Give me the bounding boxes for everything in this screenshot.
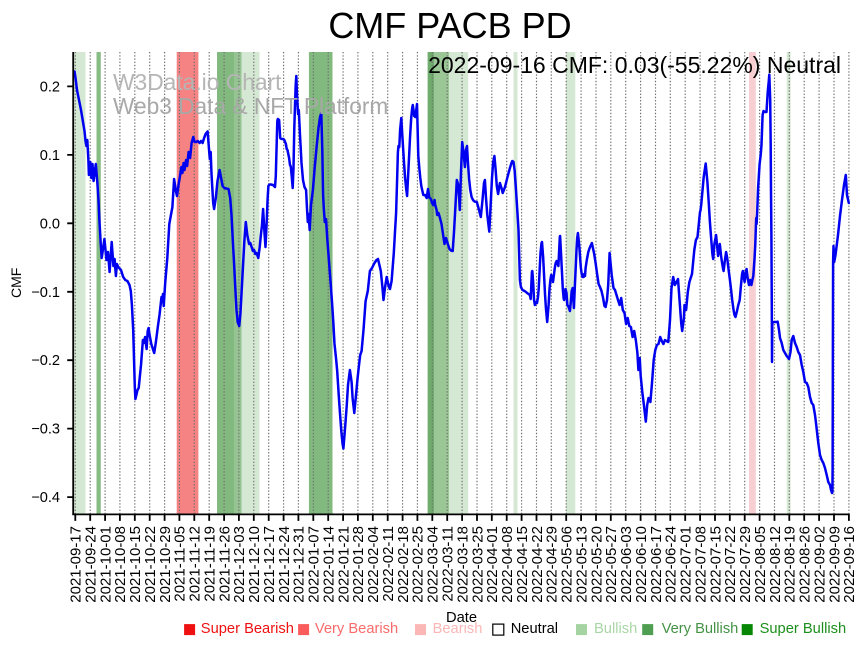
svg-text:2022-01-28: 2022-01-28 [350, 526, 367, 603]
svg-text:2022-06-24: 2022-06-24 [663, 526, 680, 603]
svg-text:2022-05-13: 2022-05-13 [573, 526, 590, 603]
svg-text:2022-03-04: 2022-03-04 [425, 526, 442, 603]
svg-text:2022-08-26: 2022-08-26 [797, 526, 814, 603]
svg-text:2022-02-11: 2022-02-11 [380, 526, 397, 602]
svg-text:2022-06-10: 2022-06-10 [633, 526, 650, 603]
svg-text:0.2: 0.2 [40, 79, 60, 95]
svg-text:2022-01-14: 2022-01-14 [321, 526, 338, 603]
svg-text:2022-05-27: 2022-05-27 [603, 526, 620, 603]
svg-text:2021-12-10: 2021-12-10 [246, 526, 263, 603]
svg-text:0.1: 0.1 [40, 148, 60, 164]
svg-text:2022-01-07: 2022-01-07 [306, 526, 323, 603]
svg-text:2022-09-02: 2022-09-02 [811, 526, 828, 603]
svg-text:2022-06-17: 2022-06-17 [648, 526, 665, 603]
svg-text:2021-12-31: 2021-12-31 [291, 526, 308, 603]
svg-text:2022-08-05: 2022-08-05 [752, 526, 769, 603]
svg-text:Date: Date [446, 610, 477, 626]
svg-text:Very Bullish: Very Bullish [662, 621, 739, 637]
svg-text:2022-08-12: 2022-08-12 [767, 526, 784, 603]
svg-text:Super Bearish: Super Bearish [201, 621, 294, 637]
svg-text:2021-12-03: 2021-12-03 [231, 526, 248, 603]
svg-text:2021-12-17: 2021-12-17 [261, 526, 278, 603]
svg-text:W3Data.io Chart: W3Data.io Chart [113, 69, 282, 95]
svg-text:2022-03-18: 2022-03-18 [454, 526, 471, 603]
svg-text:2022-09-16: 2022-09-16 [841, 526, 858, 603]
svg-text:−0.1: −0.1 [31, 285, 60, 301]
svg-text:2022-04-08: 2022-04-08 [499, 526, 516, 603]
svg-text:−0.2: −0.2 [31, 353, 60, 369]
svg-text:Bearish: Bearish [433, 621, 483, 637]
svg-text:2022-05-20: 2022-05-20 [588, 526, 605, 603]
svg-text:2022-07-29: 2022-07-29 [737, 526, 754, 603]
svg-text:0.0: 0.0 [40, 216, 60, 232]
svg-text:2022-07-01: 2022-07-01 [678, 526, 695, 603]
svg-text:−0.4: −0.4 [31, 490, 60, 506]
svg-text:2021-11-12: 2021-11-12 [187, 526, 204, 602]
svg-text:2021-09-17: 2021-09-17 [68, 526, 85, 603]
svg-text:2021-10-08: 2021-10-08 [112, 526, 129, 603]
svg-text:2021-10-22: 2021-10-22 [142, 526, 159, 603]
svg-text:2022-03-25: 2022-03-25 [469, 526, 486, 603]
svg-text:2022-07-08: 2022-07-08 [692, 526, 709, 603]
svg-text:CMF PACB PD: CMF PACB PD [328, 5, 571, 46]
svg-text:2022-09-16 CMF: 0.03(-55.22%): 2022-09-16 CMF: 0.03(-55.22%) Neutral [428, 52, 841, 78]
svg-text:2021-10-29: 2021-10-29 [157, 526, 174, 603]
svg-text:2021-11-26: 2021-11-26 [216, 526, 233, 602]
svg-text:2022-08-19: 2022-08-19 [782, 526, 799, 603]
svg-text:2021-09-24: 2021-09-24 [83, 526, 100, 603]
svg-text:2021-11-19: 2021-11-19 [202, 526, 219, 602]
svg-text:2022-04-01: 2022-04-01 [484, 526, 501, 603]
svg-text:2022-07-15: 2022-07-15 [707, 526, 724, 603]
svg-text:2022-02-04: 2022-02-04 [365, 526, 382, 603]
svg-text:Bullish: Bullish [594, 621, 637, 637]
svg-text:2021-10-15: 2021-10-15 [127, 526, 144, 603]
svg-text:2022-04-15: 2022-04-15 [514, 526, 531, 603]
svg-text:−0.3: −0.3 [31, 422, 60, 438]
svg-text:2022-02-25: 2022-02-25 [410, 526, 427, 603]
svg-text:2022-06-03: 2022-06-03 [618, 526, 635, 603]
svg-text:Neutral: Neutral [511, 621, 558, 637]
svg-text:Web3 Data & NFT Platform: Web3 Data & NFT Platform [113, 93, 388, 119]
svg-text:Very Bearish: Very Bearish [315, 621, 398, 637]
svg-text:2021-11-05: 2021-11-05 [172, 526, 189, 602]
svg-text:CMF: CMF [8, 268, 24, 298]
svg-text:2022-02-18: 2022-02-18 [395, 526, 412, 603]
svg-text:2022-05-06: 2022-05-06 [559, 526, 576, 603]
svg-text:2022-09-09: 2022-09-09 [826, 526, 843, 603]
svg-text:2022-04-22: 2022-04-22 [529, 526, 546, 603]
svg-text:2021-10-01: 2021-10-01 [97, 526, 114, 603]
svg-text:2022-07-22: 2022-07-22 [722, 526, 739, 603]
svg-text:2021-12-24: 2021-12-24 [276, 526, 293, 603]
svg-text:2022-01-21: 2022-01-21 [335, 526, 352, 603]
svg-text:Super Bullish: Super Bullish [760, 621, 847, 637]
svg-text:2022-04-29: 2022-04-29 [544, 526, 561, 603]
svg-text:2022-03-11: 2022-03-11 [440, 526, 457, 602]
